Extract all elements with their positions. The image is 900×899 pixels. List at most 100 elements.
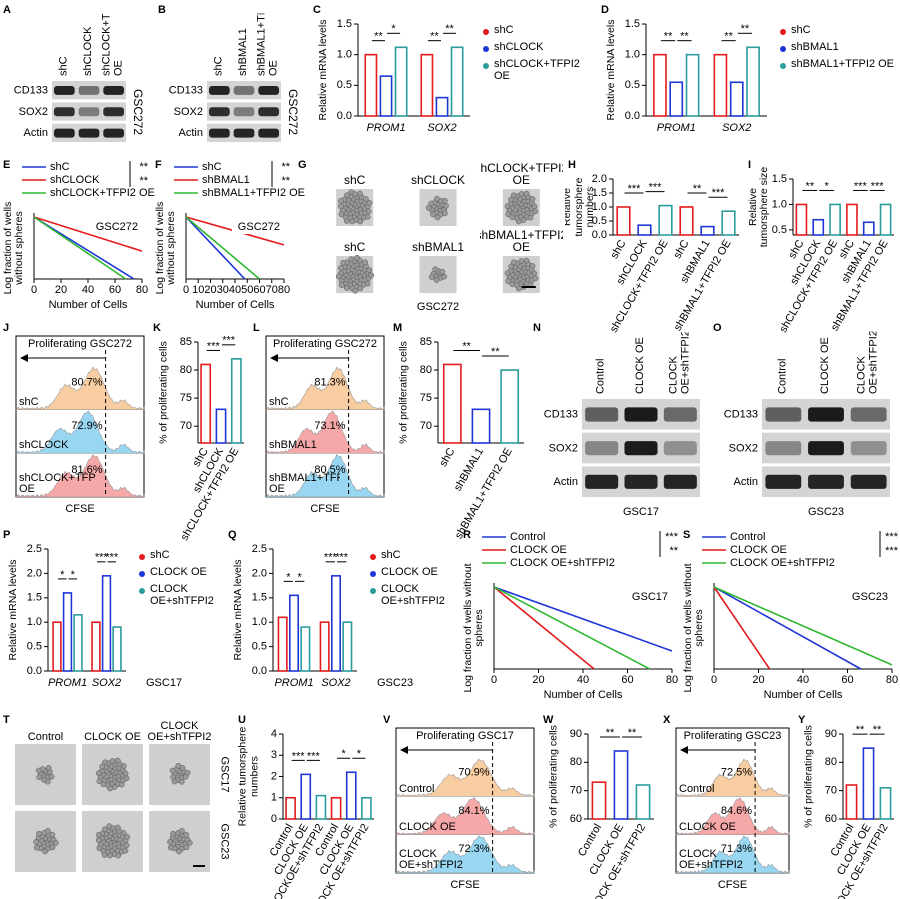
row-label: Actin <box>554 476 578 488</box>
legend-label-holder: shCLOCK+TFPI2 OE <box>494 59 580 81</box>
bar <box>500 369 520 444</box>
cell <box>518 258 525 264</box>
band <box>850 474 887 489</box>
cell <box>49 831 56 838</box>
series-line <box>33 216 143 252</box>
legend-label-frame: CLOCK OE+shTFPI2 <box>150 584 214 606</box>
row-label: Actin <box>179 127 203 139</box>
cell <box>434 214 441 221</box>
legend-label: shBMAL1+TFPI2 OE <box>202 187 305 199</box>
row-label: CD133 <box>169 85 203 97</box>
bar <box>729 81 744 117</box>
legend-label: CLOCK OE+shTFPI2 <box>381 584 445 607</box>
x-tick-label: 80 <box>886 674 898 686</box>
cell <box>100 781 107 788</box>
row-label-frame: GSC17 <box>219 756 231 792</box>
cell <box>518 191 525 197</box>
cell-line-label: GSC17 <box>146 677 182 689</box>
cell <box>338 198 344 204</box>
y-axis-title-frame: Relative tumorsphere size <box>747 167 770 248</box>
significance: *** <box>854 180 868 192</box>
bar <box>713 53 728 117</box>
cell <box>101 852 108 858</box>
lane-label-holder: shCLOCK <box>82 26 94 76</box>
histogram <box>265 410 385 454</box>
x-tick-label: 20 <box>55 284 67 296</box>
cell <box>95 837 102 844</box>
series-line <box>713 586 771 670</box>
legend-marker <box>780 63 786 69</box>
lane-label: Control <box>594 358 607 395</box>
cell <box>439 268 446 275</box>
arrow-head <box>270 354 278 362</box>
cell <box>520 217 527 223</box>
bar <box>829 203 841 236</box>
cell <box>527 214 534 221</box>
sample-label: Control <box>399 782 435 795</box>
lane-label-frame: CLOCK OE <box>634 337 646 394</box>
lane-label-holder: CLOCK OE+shTFPI2 <box>668 332 692 394</box>
bar <box>315 794 327 820</box>
significance: ** <box>445 23 454 35</box>
cell <box>366 200 373 206</box>
cell <box>179 828 185 834</box>
legend-label: Control <box>510 531 545 543</box>
y-axis-title-holder: % of proliferating cells <box>802 725 814 828</box>
significance: *** <box>207 340 221 352</box>
legend-label: CLOCK OE <box>381 567 438 578</box>
row-label: SOX2 <box>549 442 578 454</box>
significance: ** <box>139 175 148 187</box>
bar <box>862 221 875 236</box>
cell <box>428 200 435 207</box>
cell <box>505 211 512 218</box>
legend-label: CLOCK OE <box>510 544 567 556</box>
cell <box>340 259 346 266</box>
bar <box>342 621 353 672</box>
percent-label: 81.3% <box>314 376 345 388</box>
panel: Control CLOCK OE CLOCK OE+shTFPI2 GSC17 GSC2… <box>3 714 231 872</box>
cell <box>167 839 173 845</box>
column-label-frame: CLOCK OE <box>84 732 141 744</box>
cell <box>115 852 122 859</box>
legend-label-frame: shC <box>791 25 811 36</box>
panel-letter: V <box>383 714 391 726</box>
column-label: CLOCK OE+shTFPI2 <box>147 719 212 744</box>
band <box>850 407 887 422</box>
y-tick-label: 80 <box>180 364 192 376</box>
cell <box>101 826 108 833</box>
legend-label-holder: CLOCK OE+shTFPI2 <box>381 584 445 607</box>
legend-label: Control <box>730 531 765 543</box>
series-line <box>33 216 127 280</box>
bar <box>653 53 667 117</box>
cell <box>170 830 176 837</box>
row-label: SOX2 <box>174 106 203 118</box>
image-label-holder: shBMAL1+TFPI2 OE <box>480 229 563 254</box>
significance: ** <box>856 724 865 736</box>
y-tick-label: 60 <box>570 813 582 825</box>
column-label-holder: Control <box>28 732 63 744</box>
band <box>103 107 125 117</box>
row-label: Actin <box>24 127 48 139</box>
y-axis-title-holder: Log fraction of wells without spheres <box>2 202 25 295</box>
significance: * <box>342 748 347 760</box>
legend-marker <box>483 63 489 69</box>
cell <box>107 852 113 859</box>
x-tick-label: shC <box>671 238 691 261</box>
y-axis-title: Log fraction of wells without spheres <box>461 563 485 693</box>
y-tick-label: 90 <box>825 728 837 740</box>
cell <box>515 218 522 225</box>
panel: shC shBMAL1 shBMAL1+TFPI2 OE CD133 SOX2 Actin… <box>158 4 300 142</box>
band <box>208 85 230 95</box>
lane-label: shC <box>57 56 70 77</box>
significance: ** <box>741 23 750 35</box>
x-tick-label: SOX2 <box>427 122 456 134</box>
cell <box>354 254 360 261</box>
band <box>53 128 75 138</box>
y-tick-label: 2.0 <box>27 567 42 579</box>
plot-title: Proliferating GSC17 <box>416 730 514 742</box>
y-axis-title: Relative tumorsphere numbers <box>565 177 593 237</box>
panel-letter: C <box>313 4 321 16</box>
sample-label-holder: Control <box>679 783 714 795</box>
series-line <box>493 586 651 670</box>
lane-label-frame: Control <box>594 358 607 395</box>
